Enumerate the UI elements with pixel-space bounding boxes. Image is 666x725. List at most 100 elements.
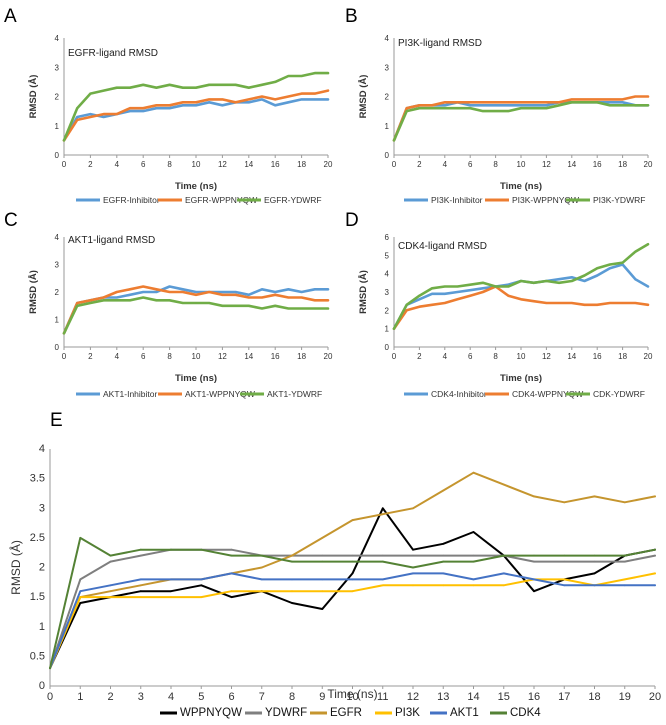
panel-e-series-akt1-line [49,572,656,670]
panel-e-series-cdk4-point [230,554,233,557]
panel-a-series-egfr-wppnyqw-point [234,101,237,104]
panel-c-x-tick-label: 2 [88,352,93,361]
panel-a-series-egfr-inhibitor-point [274,104,277,107]
panel-d-series-cdk-ydwrf-point [634,250,637,253]
panel-e-series-egfr-legend-label: EGFR [330,707,362,719]
panel-a-x-tick-label: 10 [192,160,201,169]
panel-b-series-pi3k-ydwrf-point [520,107,522,110]
panel-c-series-akt1-wppnyqw-point [234,293,237,296]
panel-e-series-ydwrf-line [49,548,656,670]
panel-e-x-tick-label: 13 [437,691,449,703]
panel-e-series-egfr-point [593,495,596,498]
panel-e-y-tick-label: 4 [39,443,45,455]
panel-a-series-egfr-wppnyqw-point [208,98,211,101]
panel-e-series-akt1-point [654,584,656,587]
panel-e-x-tick-label: 20 [649,691,661,703]
panel-e-y-tick-label: 0.5 [30,650,45,662]
panel-a-series-egfr-ydwrf-point [261,83,263,86]
panel-c-series-akt1-inhibitor-point [261,288,263,291]
panel-e-series-pi3k-point [502,584,505,587]
panel-d-series-cdk4-inhibitor-point [570,276,573,279]
panel-c-series-akt1-wppnyqw-point [195,293,197,296]
panel-b-series-pi3k-inhibitor-point [532,104,535,107]
panel-d-series-cdk-ydwrf-line [392,243,650,331]
panel-a-series-egfr-ydwrf-point [313,72,316,74]
panel-d-series-cdk4-wppnyqw-point [405,309,408,312]
panel-b-series-pi3k-ydwrf-point [443,107,446,110]
panel-e-series-akt1-point [593,584,596,587]
panel-e-series-ydwrf-point [351,554,354,557]
panel-a-series-egfr-inhibitor-point [313,98,316,101]
panel-e-x-tick-label: 19 [619,691,631,703]
panel-b-series-pi3k-ydwrf-point [431,107,433,110]
panel-b-x-tick-label: 2 [417,160,422,169]
panel-e-series-pi3k-point [623,578,626,581]
panel-b-series-pi3k-ydwrf-point [494,110,497,112]
panel-c-series-akt1-wppnyqw-point [102,296,105,299]
panel-c-series-akt1-ydwrf-point [76,304,79,307]
panel-c-x-tick-label: 14 [244,352,253,361]
panel-a-series-egfr-ydwrf-point [168,83,171,86]
panel-c-series-akt1-wppnyqw-point [168,291,171,293]
panel-a-series-egfr-inhibitor-point [208,101,211,104]
panel-e-series-ydwrf-point [563,560,566,563]
panel-c-series-akt1-wppnyqw-point [247,296,250,299]
panel-b-series-pi3k-ydwrf-point [647,104,649,107]
panel-a-series-egfr-inhibitor-point [155,107,158,110]
panel-e-x-tick-label: 14 [467,691,479,703]
panel-e-series-egfr-point [351,519,354,521]
panel-e-series-cdk4-point [654,548,656,551]
panel-c-series-akt1-wppnyqw-point [221,293,224,296]
panel-d-series-cdk4-inhibitor-point [443,292,446,295]
panel-e-series-wppnyqw-point [321,608,324,610]
panel-c-x-tick-label: 8 [167,352,172,361]
panel-d-series-cdk4-wppnyqw-point [609,302,611,304]
panel-e-series-cdk4-point [472,560,475,563]
panel-c-series-akt1-ydwrf-point [287,307,290,310]
panel-b-series-pi3k-ydwrf-point [482,110,484,112]
panel-e-series-akt1-point [563,584,566,587]
panel-e-series-pi3k-point [79,596,82,598]
panel-a-series-egfr-ydwrf-point [181,86,184,89]
panel-a-series-egfr-ydwrf-point [142,83,145,86]
panel-d-series-cdk-ydwrf-point [405,303,408,306]
panel-d-series-cdk4-inhibitor-point [647,285,649,288]
panel-a-series-egfr-wppnyqw-legend-label: EGFR-WPPNYQW [185,195,257,205]
panel-b-series-pi3k-inhibitor-point [520,104,522,107]
panel-a-series-egfr-wppnyqw-point [261,95,263,98]
panel-d-series-cdk-ydwrf-point [482,281,484,284]
panel-d-y-tick-label: 3 [385,288,390,297]
panel-e-series-akt1-point [321,578,324,581]
panel-a-letter: A [4,6,17,27]
panel-a-series-egfr-wppnyqw-point [142,107,145,110]
panel-a-series-egfr-inhibitor-point [327,98,329,101]
panel-d-x-tick-label: 18 [618,352,627,361]
panel-e-series-akt1-point [139,578,142,581]
panel-a-series-egfr-wppnyqw-line [62,89,330,142]
panel-a-series-egfr-ydwrf-point [129,86,131,89]
panel-b-series-pi3k-inhibitor-legend-label: PI3K-Inhibitor [431,195,483,205]
panel-e-series-ydwrf-point [654,554,656,557]
panel-c-series-akt1-inhibitor-point [327,288,329,291]
panel-b-series-pi3k-inhibitor-point [482,104,484,107]
panel-b-series-pi3k-inhibitor-point [469,104,472,107]
panel-c-series-akt1-wppnyqw-point [208,291,211,293]
panel-e-series-egfr-point [623,501,626,504]
panel-d-series-cdk-ydwrf-point [418,294,421,297]
panel-e-series-wppnyqw-point [291,602,293,604]
panel-b-y-axis-title: RMSD (Å) [358,75,369,119]
panel-b-x-tick-label: 20 [644,160,653,169]
panel-b-series-pi3k-wppnyqw-point [418,104,421,107]
panel-c-series-akt1-ydwrf-point [181,302,184,304]
panel-b-y-tick-label: 2 [385,93,390,102]
panel-a-series-egfr-ydwrf-point [208,83,211,86]
panel-b-series-pi3k-ydwrf-point [532,107,535,110]
panel-b-series-pi3k-wppnyqw-point [520,101,522,104]
panel-c-series-akt1-ydwrf-point [168,299,171,302]
panel-b-series-pi3k-wppnyqw-point [532,101,535,104]
panel-e-x-tick-label: 5 [198,691,204,703]
panel-a-y-tick-label: 0 [55,151,60,160]
panel-c-x-tick-label: 4 [115,352,120,361]
panel-b-series-pi3k-ydwrf-point [583,101,586,104]
panel-d-x-tick-label: 12 [542,352,551,361]
